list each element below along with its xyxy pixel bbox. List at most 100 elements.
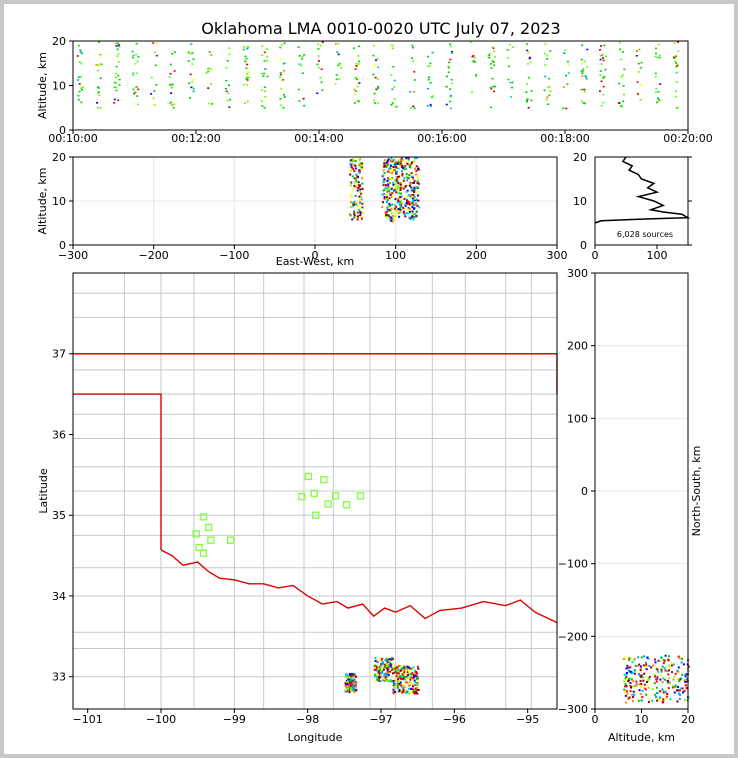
y-tick-label: 20: [52, 151, 66, 164]
source-mark: [381, 660, 384, 663]
source-mark: [349, 194, 352, 197]
source-mark: [354, 68, 357, 70]
source-mark: [391, 195, 394, 198]
source-mark: [317, 60, 320, 62]
source-mark: [80, 52, 83, 55]
source-mark: [584, 75, 587, 77]
source-mark: [548, 85, 551, 88]
source-mark: [334, 43, 337, 45]
source-mark: [115, 65, 118, 68]
source-mark: [676, 63, 679, 66]
x-tick-label: 300: [547, 249, 568, 262]
source-mark: [135, 72, 138, 75]
source-mark: [352, 202, 355, 205]
source-mark: [373, 668, 376, 671]
source-mark: [412, 204, 415, 207]
source-mark: [262, 75, 265, 77]
source-mark: [191, 63, 194, 65]
source-mark: [622, 100, 625, 103]
source-mark: [385, 657, 388, 660]
x-tick-label: −100: [219, 249, 249, 262]
source-mark: [132, 72, 135, 75]
source-mark: [391, 667, 394, 670]
source-mark: [473, 56, 476, 59]
figure-canvas: Oklahoma LMA 0010-0020 UTC July 07, 2023…: [36, 19, 713, 744]
source-mark: [403, 177, 406, 180]
source-mark: [383, 663, 386, 666]
source-mark: [350, 166, 353, 169]
source-mark: [76, 55, 79, 57]
source-mark: [390, 217, 393, 220]
source-mark: [386, 208, 389, 211]
source-mark: [350, 165, 353, 168]
source-mark: [619, 58, 622, 61]
source-mark: [628, 678, 631, 681]
source-mark: [633, 685, 636, 688]
source-mark: [411, 688, 414, 691]
source-mark: [492, 85, 495, 88]
source-mark: [599, 70, 602, 72]
source-mark: [361, 202, 364, 205]
source-mark: [409, 164, 412, 167]
source-mark: [348, 691, 351, 694]
source-mark: [409, 680, 412, 683]
source-mark: [657, 670, 660, 673]
source-mark: [415, 671, 418, 674]
source-mark: [493, 90, 496, 93]
source-mark: [392, 671, 395, 674]
source-mark: [153, 90, 156, 92]
source-mark: [639, 666, 642, 669]
source-mark: [187, 60, 190, 62]
source-mark: [562, 107, 565, 110]
source-mark: [399, 207, 402, 210]
source-mark: [625, 672, 628, 675]
source-mark: [385, 666, 388, 669]
source-mark: [683, 690, 686, 693]
source-mark: [600, 54, 603, 57]
source-mark: [409, 667, 412, 670]
source-mark: [381, 206, 384, 209]
lma-station: [192, 530, 200, 538]
source-mark: [408, 692, 411, 695]
source-mark: [353, 683, 356, 686]
source-mark: [644, 688, 647, 691]
source-mark: [387, 178, 390, 181]
source-mark: [352, 158, 355, 161]
source-mark: [379, 669, 382, 672]
source-mark: [416, 676, 419, 679]
source-mark: [681, 673, 684, 676]
source-mark: [599, 90, 602, 92]
source-mark: [210, 54, 213, 56]
source-mark: [378, 673, 381, 676]
source-mark: [391, 187, 394, 190]
source-mark: [415, 675, 418, 678]
source-mark: [546, 96, 549, 99]
source-mark: [385, 675, 388, 678]
source-mark: [392, 668, 395, 671]
source-mark: [395, 160, 398, 163]
y-tick-label: −100: [558, 558, 588, 571]
source-mark: [246, 100, 249, 103]
source-mark: [150, 93, 153, 95]
source-mark: [377, 66, 380, 69]
source-mark: [358, 60, 361, 63]
source-mark: [354, 210, 357, 213]
source-mark: [385, 201, 388, 204]
source-mark: [410, 687, 413, 690]
y-tick-label: 0: [580, 239, 587, 252]
source-mark: [354, 167, 357, 170]
source-mark: [398, 163, 401, 166]
source-mark: [404, 674, 407, 677]
source-mark: [118, 78, 121, 81]
source-mark: [647, 679, 650, 682]
source-mark: [400, 195, 403, 198]
lma-station: [356, 492, 365, 500]
source-mark: [224, 88, 227, 90]
source-mark: [629, 656, 632, 659]
source-mark: [266, 59, 269, 62]
source-mark: [672, 684, 675, 687]
source-mark: [585, 76, 588, 78]
source-mark: [375, 88, 378, 91]
x-axis-label: Altitude, km: [608, 731, 675, 744]
source-mark: [411, 215, 414, 218]
